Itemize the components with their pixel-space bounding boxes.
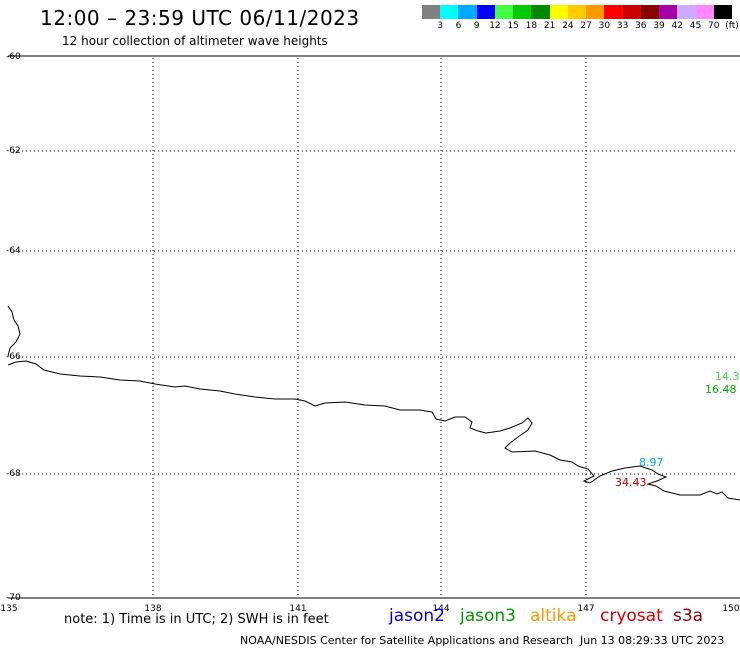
lon-label-138: 138	[144, 604, 162, 614]
generated-timestamp: Jun 13 08:29:33 UTC 2023	[580, 634, 725, 647]
color-scale-label: 45	[689, 21, 702, 31]
lon-label-144: 144	[432, 604, 450, 614]
color-scale-swatch	[567, 5, 587, 19]
lat-label--70: -70	[6, 593, 21, 603]
satellite-legend-jason3: jason3	[460, 606, 516, 626]
color-scale-swatch	[695, 5, 714, 19]
lon-label-141: 141	[289, 604, 307, 614]
antarctic-coastline	[7, 305, 740, 501]
lat-label--60: -60	[6, 52, 21, 62]
color-scale-swatch	[622, 5, 641, 19]
color-scale-label: 18	[525, 21, 538, 31]
graticule	[10, 58, 738, 598]
color-scale-swatch	[659, 5, 678, 19]
color-scale-label: (ft)	[725, 21, 739, 31]
color-scale-label: 27	[580, 21, 592, 31]
map-title: 12:00 – 23:59 UTC 06/11/2023	[40, 6, 360, 30]
lat-label--68: -68	[6, 469, 21, 479]
color-scale-label: 36	[635, 21, 647, 31]
lon-label-135: 135	[0, 604, 18, 614]
color-scale-label: 33	[616, 21, 629, 31]
color-scale-swatch	[677, 5, 696, 19]
color-scale-swatch	[440, 5, 459, 19]
map-subtitle: 12 hour collection of altimeter wave hei…	[62, 34, 328, 48]
color-scale-swatch	[476, 5, 495, 19]
color-scale-label: 39	[653, 21, 665, 31]
color-scale-swatch	[713, 5, 732, 19]
color-scale-swatch	[549, 5, 568, 19]
color-scale-swatch	[586, 5, 605, 19]
color-scale-label: 12	[489, 21, 501, 31]
lat-label--62: -62	[6, 146, 21, 156]
wave-height-color-scale	[422, 5, 732, 19]
lon-label-147: 147	[577, 604, 595, 614]
wave-reading: 14.3	[715, 370, 740, 383]
color-scale-label: 21	[543, 21, 556, 31]
color-scale-swatch	[531, 5, 550, 19]
color-scale-labels: 3 6 9 12 15 18 21 24 27 30 33 36 39 42 45 70 (ft)	[422, 21, 738, 35]
color-scale-label: 24	[562, 21, 574, 31]
lat-label--64: -64	[6, 246, 21, 256]
wave-reading: 34.43	[615, 476, 647, 489]
wave-reading: 8.97	[639, 456, 664, 469]
color-scale-swatch	[494, 5, 514, 19]
color-scale-swatch	[458, 5, 477, 19]
color-scale-swatch	[513, 5, 532, 19]
color-scale-swatch	[422, 5, 441, 19]
satellite-legend-s3a: s3a	[673, 606, 704, 626]
color-scale-label: 15	[507, 21, 519, 31]
lat-label--66: -66	[6, 352, 21, 362]
wave-reading: 16.48	[705, 383, 737, 396]
lon-label-150: 150	[722, 604, 740, 614]
color-scale-label: 42	[671, 21, 684, 31]
color-scale-swatch	[640, 5, 660, 19]
color-scale-swatch	[604, 5, 623, 19]
satellite-legend-altika: altika	[530, 606, 577, 626]
map-frame	[8, 55, 740, 599]
color-scale-label: 30	[598, 21, 611, 31]
color-scale-label: 9	[473, 21, 480, 31]
color-scale-label: 6	[455, 21, 462, 31]
units-note: note: 1) Time is in UTC; 2) SWH is in fe…	[64, 612, 329, 627]
source-credit: NOAA/NESDIS Center for Satellite Applica…	[240, 634, 574, 647]
color-scale-label: 3	[437, 21, 444, 31]
satellite-legend-jason2: jason2	[389, 606, 445, 626]
satellite-legend-cryosat: cryosat	[600, 606, 663, 626]
color-scale-label: 70	[708, 21, 720, 31]
